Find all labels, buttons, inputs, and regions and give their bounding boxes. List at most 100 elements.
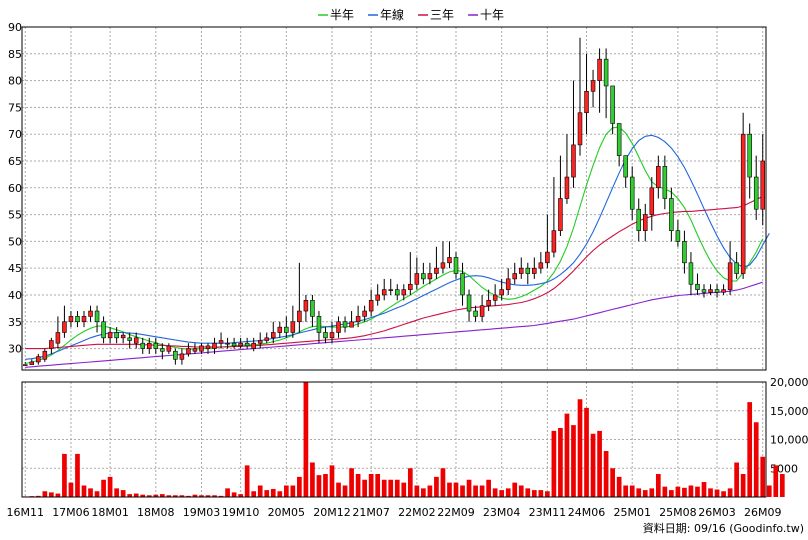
- candle-body-112: [753, 176, 759, 210]
- candle-body-0: [23, 364, 28, 366]
- candle-body-58: [401, 289, 407, 296]
- volume-bar-68: [466, 479, 472, 497]
- candle-body-71: [486, 300, 491, 306]
- candle-body-99: [669, 198, 674, 231]
- candle-body-54: [375, 294, 380, 301]
- volume-bar-62: [427, 485, 433, 497]
- candle-body-89: [603, 58, 609, 87]
- candle-43: [303, 294, 309, 322]
- candle-90: [610, 85, 615, 135]
- volume-bar-34: [244, 465, 250, 497]
- candle-36: [257, 332, 263, 349]
- volume-bar-19: [146, 495, 152, 497]
- candle-body-52: [362, 310, 367, 317]
- candle-10: [88, 305, 93, 322]
- candle-12: [101, 316, 106, 344]
- x-axis: 16M11 17M06 18M01 18M08 19M03 19M10 20M05 20M12…: [7, 506, 782, 519]
- candle-6: [62, 305, 67, 338]
- candle-105: [708, 284, 713, 295]
- candle-body-29: [212, 342, 217, 349]
- volume-bar-109: [734, 462, 739, 497]
- candle-body-25: [186, 348, 191, 355]
- volume-bars: [22, 382, 785, 497]
- candle-body-7: [68, 316, 74, 323]
- candle-42: [297, 262, 302, 333]
- volume-bar-79: [538, 490, 544, 497]
- x-tick-7: 20M12: [313, 506, 351, 519]
- candle-52: [362, 305, 367, 322]
- volume-bar-89: [603, 451, 609, 497]
- volume-bar-50: [349, 468, 354, 497]
- volume-bar-92: [623, 485, 629, 497]
- candle-body-59: [408, 283, 413, 290]
- volume-tick-1: 10,000: [770, 434, 808, 447]
- price-tick-10: 80: [8, 75, 22, 88]
- volume-bar-57: [394, 479, 400, 497]
- volume-bar-8: [75, 453, 80, 497]
- candle-95: [643, 203, 648, 242]
- x-tick-16: 26M03: [698, 506, 736, 519]
- candle-89: [603, 48, 609, 119]
- volume-bar-11: [94, 491, 100, 497]
- volume-bar-90: [610, 468, 615, 497]
- candle-body-28: [205, 345, 211, 349]
- candle-body-113: [760, 160, 765, 210]
- volume-bar-54: [375, 474, 381, 497]
- volume-bar-56: [388, 479, 394, 497]
- price-frame: [21, 26, 767, 371]
- volume-bar-102: [688, 485, 694, 497]
- volume-bar-114: [766, 485, 772, 497]
- candle-50: [349, 311, 354, 328]
- candle-23: [173, 348, 178, 365]
- volume-bar-30: [218, 495, 224, 497]
- candle-body-108: [727, 262, 733, 290]
- volume-bar-10: [88, 488, 93, 497]
- volume-bar-73: [499, 490, 505, 497]
- candle-body-67: [460, 273, 465, 296]
- x-tick-2: 18M01: [91, 506, 129, 519]
- candle-body-21: [160, 348, 165, 352]
- candle-body-91: [616, 123, 622, 156]
- candle-body-77: [525, 267, 531, 274]
- volume-bar-21: [159, 494, 165, 497]
- volume-bar-87: [590, 433, 596, 497]
- candle-0: [23, 361, 28, 366]
- candle-62: [427, 262, 433, 285]
- candle-body-3: [42, 350, 48, 360]
- volume-bar-106: [714, 489, 720, 497]
- candle-body-103: [695, 283, 700, 290]
- volume-bar-15: [120, 490, 126, 497]
- candle-body-51: [355, 316, 361, 323]
- candle-body-23: [173, 350, 178, 360]
- volume-bar-14: [114, 488, 119, 497]
- volume-bar-98: [662, 486, 668, 497]
- candle-body-95: [643, 214, 648, 231]
- volume-bar-66: [453, 482, 459, 497]
- candle-body-69: [473, 310, 478, 317]
- candle-body-80: [545, 251, 550, 264]
- volume-bar-26: [192, 494, 198, 497]
- volume-bar-74: [505, 488, 511, 497]
- volume-bar-31: [225, 488, 230, 497]
- candle-85: [577, 37, 583, 156]
- volume-bar-107: [721, 491, 726, 497]
- x-tick-17: 26M09: [744, 506, 782, 519]
- candle-body-12: [101, 321, 106, 339]
- price-tick-4: 50: [8, 235, 22, 248]
- price-tick-0: 30: [8, 343, 22, 356]
- volume-bar-88: [597, 430, 602, 497]
- candle-86: [584, 53, 589, 135]
- candle-body-61: [421, 273, 426, 280]
- volume-bar-81: [551, 430, 557, 497]
- legend-label-3: 十年: [480, 8, 504, 22]
- volume-bar-64: [440, 468, 446, 497]
- candle-84: [571, 80, 576, 188]
- candle-88: [597, 48, 602, 113]
- candle-74: [505, 268, 511, 295]
- candle-9: [81, 311, 87, 328]
- candle-99: [669, 187, 674, 242]
- volume-bar-38: [270, 488, 276, 497]
- candle-106: [714, 284, 720, 298]
- candle-24: [179, 348, 185, 365]
